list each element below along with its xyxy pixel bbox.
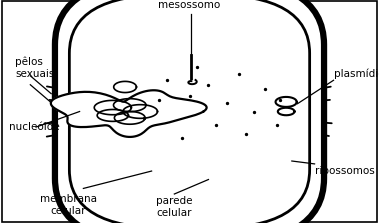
Text: pêlos
sexuais: pêlos sexuais bbox=[15, 57, 55, 79]
Text: membrana
celular: membrana celular bbox=[40, 194, 97, 216]
Text: mesossomo: mesossomo bbox=[158, 0, 221, 10]
Text: parede
celular: parede celular bbox=[156, 196, 193, 218]
Text: plasmídio: plasmídio bbox=[334, 69, 379, 79]
Text: ribossomos: ribossomos bbox=[315, 166, 374, 176]
Polygon shape bbox=[278, 108, 294, 115]
Polygon shape bbox=[276, 97, 297, 107]
FancyBboxPatch shape bbox=[55, 0, 324, 223]
Text: nucleóide: nucleóide bbox=[9, 122, 60, 132]
FancyBboxPatch shape bbox=[69, 0, 310, 223]
Polygon shape bbox=[188, 80, 197, 84]
Polygon shape bbox=[51, 90, 207, 137]
